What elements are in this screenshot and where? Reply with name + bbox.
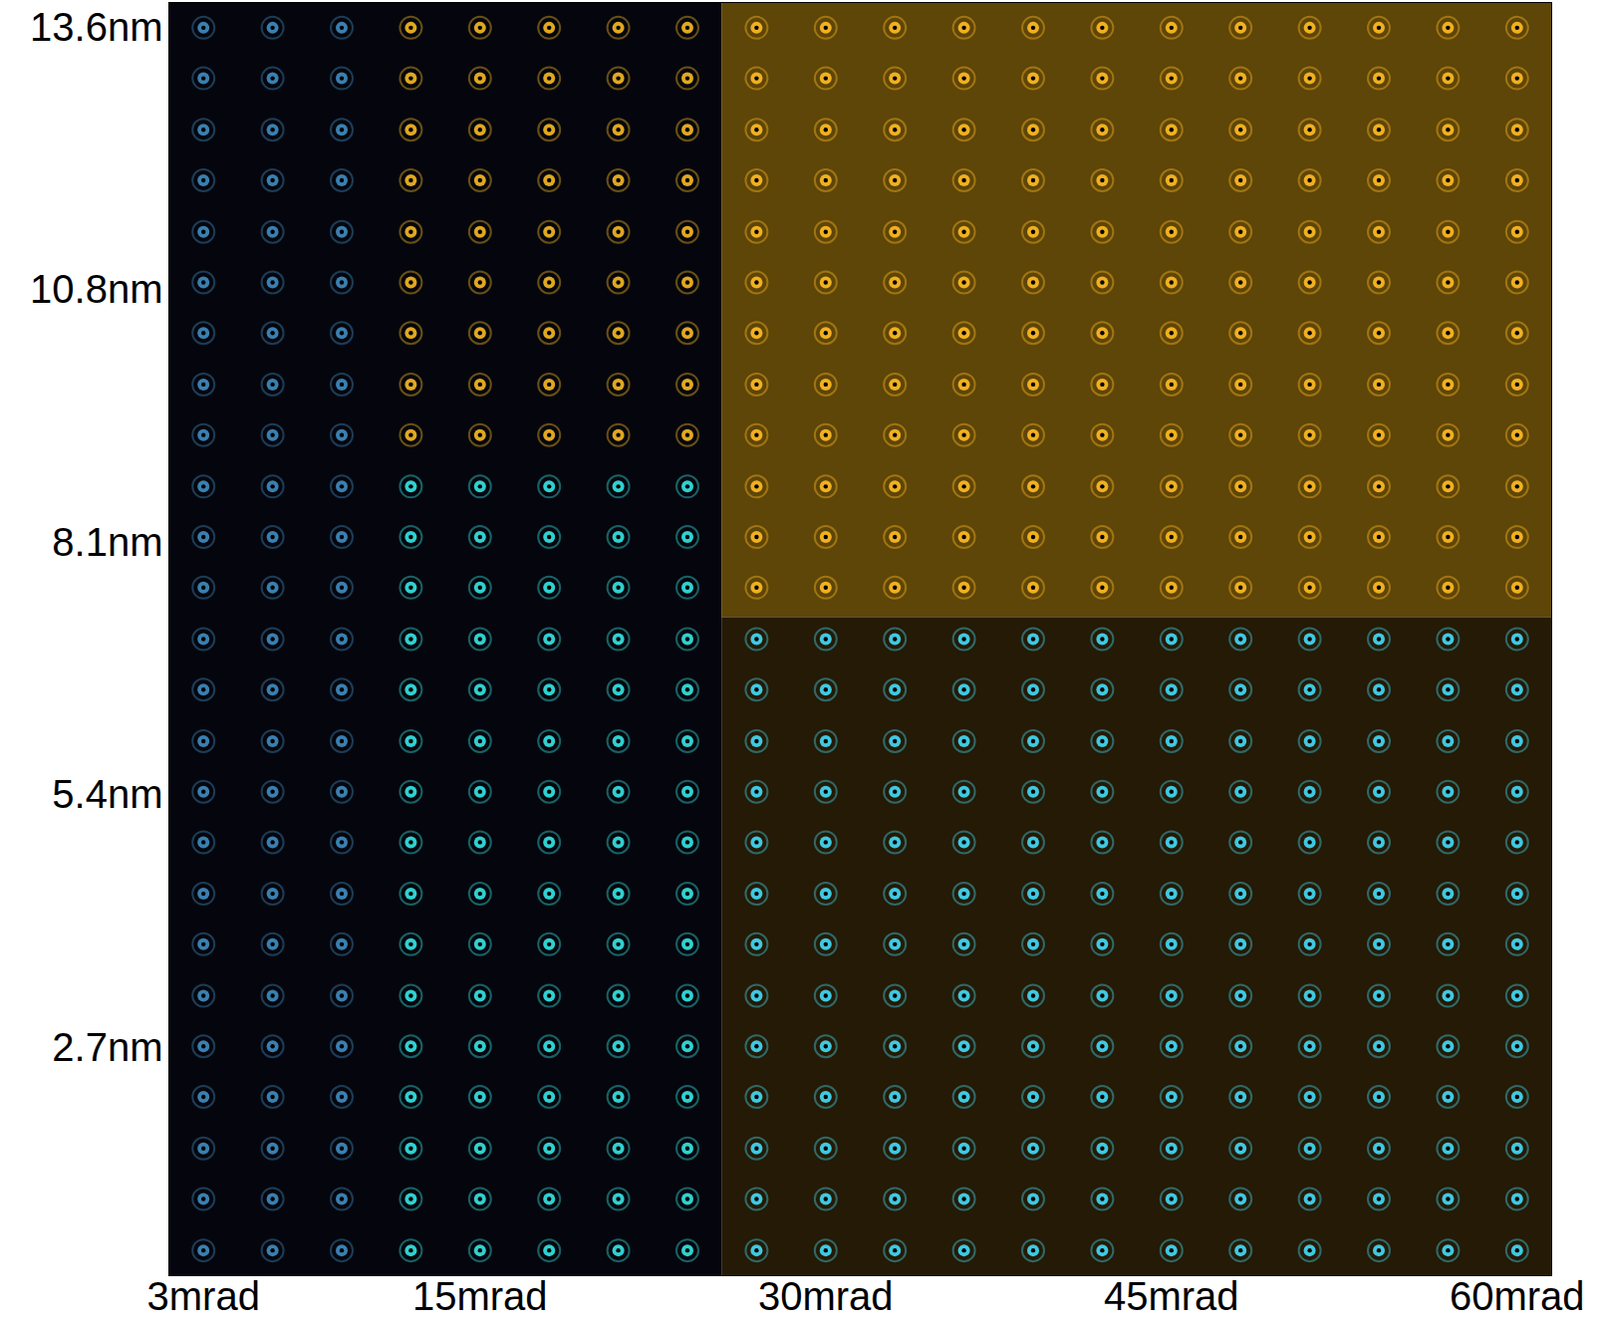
svg-text:5.4nm: 5.4nm [51, 772, 163, 816]
svg-text:8.1nm: 8.1nm [51, 520, 163, 564]
svg-text:45mrad: 45mrad [1103, 1274, 1240, 1319]
svg-text:13.6nm: 13.6nm [29, 4, 163, 49]
svg-text:10.8nm: 10.8nm [29, 266, 163, 311]
svg-text:15mrad: 15mrad [412, 1274, 548, 1319]
svg-text:60mrad: 60mrad [1449, 1274, 1586, 1319]
svg-text:2.7nm: 2.7nm [51, 1025, 163, 1069]
svg-text:30mrad: 30mrad [758, 1274, 894, 1319]
svg-text:3mrad: 3mrad [147, 1274, 261, 1319]
